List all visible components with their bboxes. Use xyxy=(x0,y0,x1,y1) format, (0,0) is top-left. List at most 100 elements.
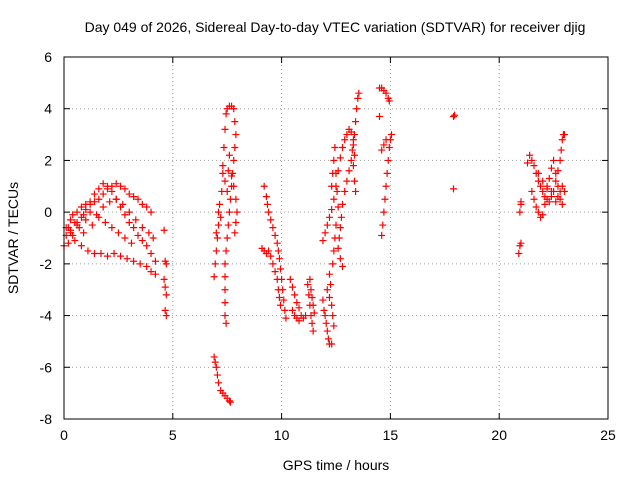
data-point xyxy=(320,306,328,314)
data-point xyxy=(552,169,560,177)
data-point xyxy=(232,195,240,203)
data-point xyxy=(325,293,333,301)
data-point xyxy=(552,177,560,185)
data-point xyxy=(274,286,282,294)
data-point xyxy=(224,221,232,229)
data-point xyxy=(212,229,220,237)
data-point xyxy=(350,151,358,159)
data-point xyxy=(330,322,338,330)
x-tick-label: 0 xyxy=(60,427,68,443)
data-point xyxy=(376,112,384,120)
data-point xyxy=(557,146,565,154)
data-point xyxy=(528,156,536,164)
data-point xyxy=(545,175,553,183)
data-point xyxy=(321,229,329,237)
data-point xyxy=(280,296,288,304)
data-point xyxy=(221,299,229,307)
data-point xyxy=(221,273,229,281)
data-point xyxy=(325,213,333,221)
data-point xyxy=(275,293,283,301)
data-point xyxy=(106,198,114,206)
y-tick-label: -4 xyxy=(40,308,53,324)
data-point xyxy=(558,200,566,208)
data-point xyxy=(331,144,339,151)
data-point xyxy=(288,283,296,291)
data-point xyxy=(380,208,388,216)
data-point xyxy=(230,182,238,190)
data-point xyxy=(341,187,349,195)
data-point xyxy=(149,234,157,242)
data-point xyxy=(271,231,279,239)
data-point xyxy=(121,234,129,242)
data-point xyxy=(132,216,140,224)
data-point xyxy=(112,195,120,203)
data-point xyxy=(160,275,168,283)
data-point xyxy=(216,200,224,208)
data-point xyxy=(295,317,303,325)
data-point xyxy=(355,89,363,97)
y-tick-label: -8 xyxy=(40,411,53,427)
y-tick-label: 6 xyxy=(44,49,52,65)
data-point xyxy=(451,111,459,119)
x-tick-label: 5 xyxy=(169,427,177,443)
data-point xyxy=(310,309,318,317)
data-point xyxy=(539,187,547,195)
data-point xyxy=(147,268,155,276)
y-tick-label: 4 xyxy=(44,101,52,117)
data-point xyxy=(382,136,390,144)
data-point xyxy=(95,185,103,193)
data-point xyxy=(143,262,151,270)
data-point xyxy=(558,182,566,190)
data-point xyxy=(130,193,138,201)
data-point xyxy=(275,255,283,263)
data-point xyxy=(556,156,564,164)
data-point xyxy=(330,156,338,164)
data-point xyxy=(552,198,560,206)
data-point xyxy=(382,89,390,97)
data-point xyxy=(534,169,542,177)
x-tick-label: 10 xyxy=(274,427,290,443)
data-point xyxy=(528,187,536,195)
data-point xyxy=(325,270,333,278)
data-point xyxy=(212,363,220,371)
data-point xyxy=(530,162,538,170)
data-point xyxy=(232,131,240,139)
data-point xyxy=(349,162,357,170)
data-point xyxy=(162,260,170,268)
data-point xyxy=(214,208,222,216)
data-point xyxy=(143,203,151,211)
data-point xyxy=(336,154,344,162)
data-point xyxy=(136,260,144,268)
data-point xyxy=(273,239,281,247)
data-point xyxy=(541,200,549,208)
data-point xyxy=(220,144,228,151)
data-point xyxy=(151,270,159,278)
data-point xyxy=(332,221,340,229)
x-tick-labels: 0 5 10 15 20 25 xyxy=(60,427,616,443)
data-point xyxy=(222,110,230,118)
data-point xyxy=(516,208,524,216)
data-point xyxy=(532,203,540,211)
data-point xyxy=(219,169,227,177)
data-point xyxy=(147,208,155,216)
data-point xyxy=(71,237,79,245)
data-point xyxy=(321,312,329,320)
data-point xyxy=(517,239,525,247)
data-point xyxy=(110,250,118,258)
data-point xyxy=(545,198,553,206)
data-point xyxy=(350,177,358,185)
data-point xyxy=(350,131,358,139)
data-point xyxy=(378,146,386,154)
data-point xyxy=(221,312,229,320)
data-point xyxy=(265,247,273,255)
data-point xyxy=(138,224,146,232)
data-point xyxy=(226,398,234,406)
data-point xyxy=(230,105,238,113)
data-point xyxy=(334,244,342,252)
data-point xyxy=(267,216,275,224)
data-point xyxy=(80,229,88,237)
data-point xyxy=(67,216,75,224)
data-point xyxy=(281,306,289,314)
data-point xyxy=(221,286,229,294)
data-point xyxy=(547,187,555,195)
